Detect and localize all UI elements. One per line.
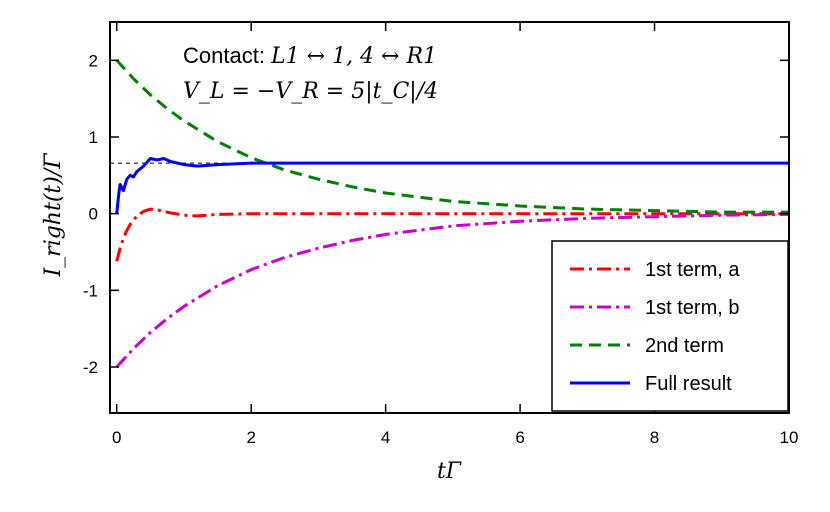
y-tick-label: -1: [83, 281, 98, 300]
y-tick-label: 1: [89, 128, 98, 147]
y-axis-label: I_right(t)/Γ: [41, 153, 66, 278]
series-line-1: [115, 207, 789, 262]
x-axis-label: tΓ: [437, 459, 462, 484]
y-tick-label: 2: [89, 51, 98, 70]
series-line-3: [115, 59, 789, 214]
y-tick-label: -2: [83, 358, 98, 377]
annotation-voltage: V_L = −V_R = 5|t_C|/4: [183, 79, 438, 104]
legend-label-3: 2nd term: [645, 335, 724, 357]
annotation-contact-prefix: Contact:: [183, 43, 271, 68]
x-tick-label: 6: [515, 428, 524, 447]
series-line-4: [115, 157, 789, 214]
plot-frame: [109, 21, 790, 414]
y-tick-label: 0: [89, 205, 98, 224]
x-tick-label: 8: [650, 428, 659, 447]
x-tick-label: 0: [112, 428, 121, 447]
legend-label-2: 1st term, b: [645, 297, 739, 319]
annotation-contact-math: L1 ↔ 1, 4 ↔ R1: [270, 44, 437, 69]
x-tick-label: 2: [246, 428, 255, 447]
x-tick-label: 4: [381, 428, 390, 447]
legend-label-4: Full result: [645, 373, 732, 395]
legend: 1st term, a 1st term, b 2nd term Full resul…: [551, 240, 789, 412]
series-line-2: [115, 212, 790, 369]
series-layer: [115, 59, 790, 369]
annotation-contact: Contact: L1 ↔ 1, 4 ↔ R1: [183, 43, 437, 69]
legend-label-1: 1st term, a: [645, 259, 740, 281]
annotation-layer: Contact: L1 ↔ 1, 4 ↔ R1 V_L = −V_R = 5|t…: [183, 43, 438, 104]
x-tick-label: 10: [780, 428, 799, 447]
axes-layer: 0 2 4 6 8 10 -2 -1 0 1 2: [83, 21, 799, 447]
